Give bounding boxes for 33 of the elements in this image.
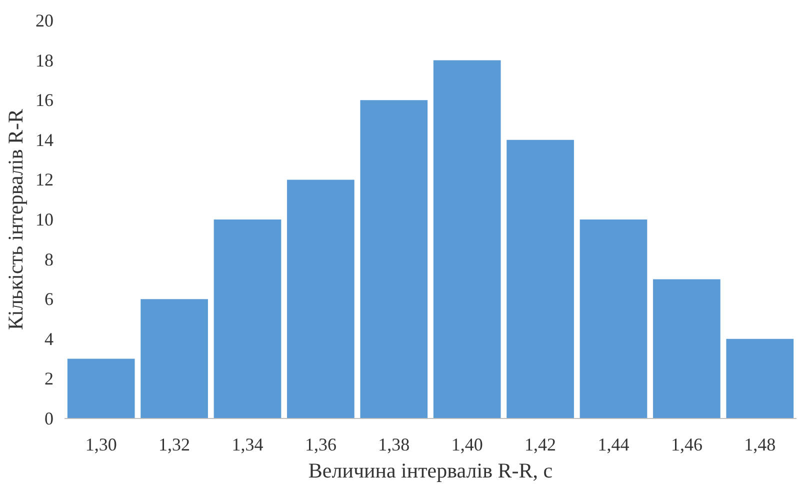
x-tick-label: 1,34 [232,434,264,454]
x-tick-label: 1,46 [670,434,702,454]
x-tick-label: 1,36 [304,434,336,454]
bar [433,60,501,418]
x-tick-label: 1,38 [378,434,410,454]
x-tick-label: 1,48 [744,434,776,454]
bar [580,220,648,418]
bar [287,180,354,418]
y-tick-label: 0 [44,408,54,428]
y-tick-label: 20 [36,10,54,30]
y-tick-label: 18 [36,50,54,70]
bar [726,338,794,418]
x-tick-label: 1,42 [524,434,556,454]
y-tick-label: 14 [36,130,54,150]
x-axis-title: Величина інтервалів R-R, с [308,458,553,482]
x-tick-label: 1,32 [158,434,190,454]
y-tick-label: 2 [44,368,54,389]
y-tick-label: 4 [44,328,54,349]
x-tick-label: 1,40 [451,434,483,454]
bar [214,220,282,418]
x-tick-label: 1,44 [598,434,630,454]
y-axis-title: Кількість інтервалів R-R [4,109,28,330]
bar [140,299,208,418]
y-tick-label: 6 [44,289,54,310]
y-tick-label: 12 [36,170,54,190]
bar [506,140,574,418]
bar [653,279,720,418]
y-tick-label: 8 [44,249,54,270]
bar [360,100,428,418]
y-tick-label: 16 [36,90,54,110]
y-tick-label: 10 [36,210,54,230]
x-tick-label: 1,30 [85,434,117,454]
bar [67,358,135,418]
